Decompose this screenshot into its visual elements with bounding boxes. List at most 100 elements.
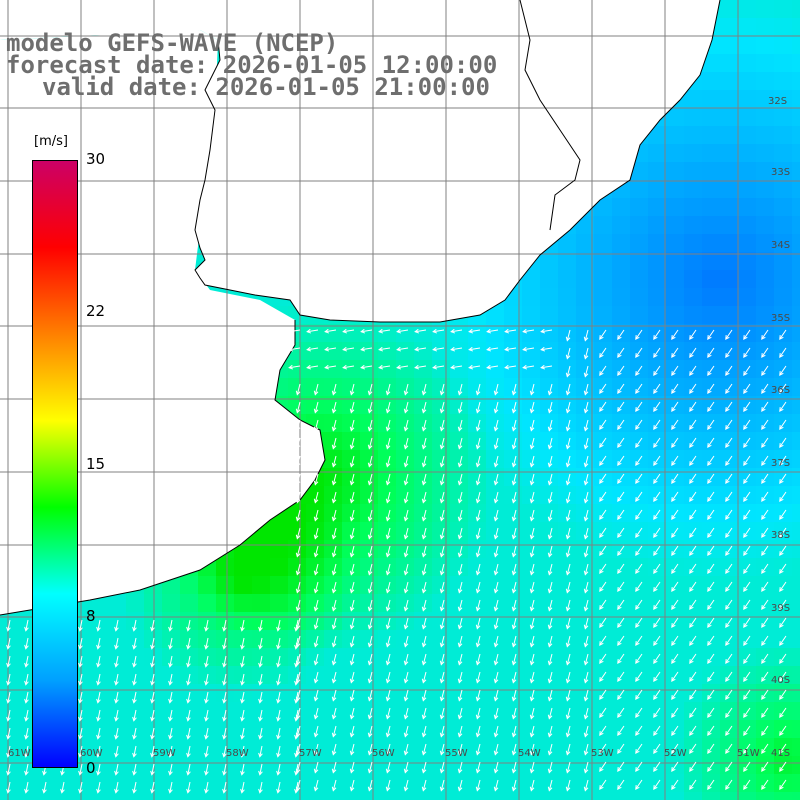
wind-speed-cell (288, 702, 306, 720)
wind-speed-cell (378, 324, 396, 342)
wind-arrow (761, 743, 769, 754)
wind-speed-cell (702, 630, 720, 648)
wind-speed-cell (18, 666, 36, 684)
wind-arrow (295, 419, 301, 432)
wind-speed-cell (288, 756, 306, 774)
wind-arrow (439, 617, 445, 630)
wind-arrow (313, 725, 319, 738)
wind-speed-cell (738, 648, 756, 666)
wind-arrow (78, 727, 83, 740)
wind-speed-cell (342, 504, 360, 522)
wind-arrow (258, 781, 263, 794)
wind-speed-cell (270, 648, 288, 666)
wind-arrow (204, 619, 209, 632)
wind-arrow (599, 779, 607, 790)
wind-arrow (168, 655, 173, 668)
wind-arrow (132, 673, 137, 686)
wind-arrow (367, 545, 373, 558)
wind-speed-cell (504, 630, 522, 648)
wind-arrow (511, 581, 517, 594)
wind-arrow (385, 725, 391, 738)
wind-speed-cell (648, 180, 666, 198)
wind-arrow (689, 779, 697, 790)
wind-speed-cell (522, 504, 540, 522)
wind-speed-cell (198, 684, 216, 702)
wind-speed-cell (486, 576, 504, 594)
wind-arrow (258, 691, 263, 704)
wind-speed-cell (684, 486, 702, 504)
wind-speed-cell (522, 360, 540, 378)
wind-speed-cell (540, 720, 558, 738)
wind-arrow (457, 635, 463, 648)
wind-arrow (689, 725, 697, 736)
wind-speed-cell (144, 630, 162, 648)
wind-arrow (367, 689, 373, 702)
wind-speed-cell (540, 450, 558, 468)
wind-arrow (132, 781, 137, 794)
wind-speed-cell (126, 630, 144, 648)
wind-arrow (617, 347, 625, 358)
wind-speed-cell (702, 504, 720, 522)
wind-speed-cell (504, 522, 522, 540)
wind-speed-cell (594, 648, 612, 666)
coastline-river (0, 320, 326, 616)
wind-speed-cell (684, 666, 702, 684)
wind-speed-cell (702, 324, 720, 342)
wind-speed-cell (648, 594, 666, 612)
wind-arrow (779, 437, 787, 448)
coastline-interior (519, 0, 581, 231)
wind-speed-cell (540, 684, 558, 702)
wind-speed-cell (720, 738, 738, 756)
wind-speed-cell (306, 630, 324, 648)
wind-speed-cell (648, 792, 666, 800)
wind-arrow (24, 745, 29, 758)
wind-arrow (294, 637, 299, 650)
wind-speed-cell (612, 324, 630, 342)
wind-speed-cell (666, 702, 684, 720)
wind-arrow (331, 383, 337, 396)
wind-speed-cell (558, 234, 576, 252)
wind-speed-cell (756, 576, 774, 594)
wind-arrow (547, 581, 553, 594)
wind-speed-cell (630, 774, 648, 792)
wind-speed-cell (702, 270, 720, 288)
wind-arrow (385, 581, 391, 594)
wind-arrow (306, 346, 319, 352)
wind-speed-cell (774, 216, 792, 234)
wind-arrow (653, 419, 661, 430)
wind-arrow (439, 599, 445, 612)
wind-arrow (529, 779, 535, 792)
wind-speed-cell (594, 684, 612, 702)
wind-arrow (349, 473, 355, 486)
wind-arrow (599, 707, 607, 718)
wind-speed-cell (738, 288, 756, 306)
wind-speed-cell (648, 144, 666, 162)
wind-speed-cell (738, 756, 756, 774)
wind-speed-cell (756, 684, 774, 702)
wind-speed-cell (0, 756, 18, 774)
wind-speed-cell (414, 684, 432, 702)
wind-speed-cell (414, 648, 432, 666)
wind-speed-cell (612, 342, 630, 360)
wind-speed-cell (630, 450, 648, 468)
wind-speed-cell (558, 396, 576, 414)
wind-speed-cell (324, 342, 342, 360)
wind-speed-cell (738, 468, 756, 486)
wind-arrow (599, 437, 607, 448)
wind-speed-cell (144, 702, 162, 720)
wind-arrow (653, 599, 661, 610)
wind-speed-cell (594, 540, 612, 558)
wind-speed-cell (252, 540, 270, 558)
wind-arrow (421, 509, 427, 522)
wind-arrow (421, 725, 427, 738)
wind-speed-cell (414, 342, 432, 360)
wind-arrow (457, 491, 463, 504)
wind-arrow (439, 761, 445, 774)
wind-speed-cell (792, 792, 800, 800)
wind-speed-cell (270, 684, 288, 702)
wind-arrow (779, 491, 787, 502)
wind-arrow (707, 437, 715, 448)
wind-speed-cell (504, 738, 522, 756)
wind-arrow (276, 655, 281, 668)
wind-speed-cell (720, 522, 738, 540)
